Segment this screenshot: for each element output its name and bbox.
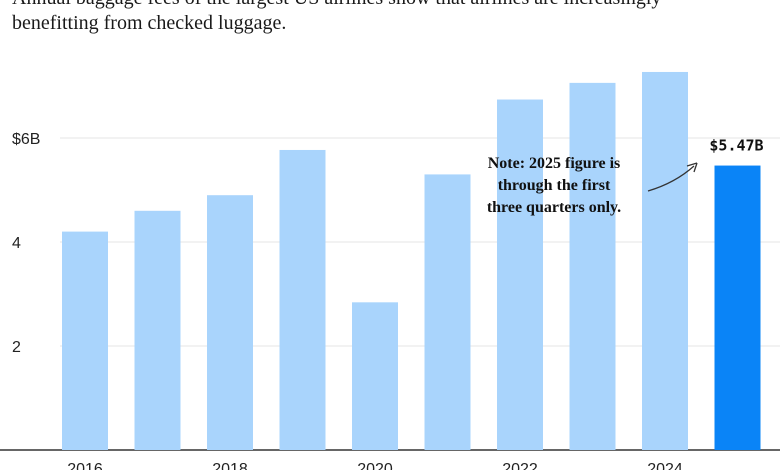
bar-2025	[714, 165, 761, 450]
annotation-line: Note: 2025 figure is	[488, 155, 621, 172]
annotation-line: through the first	[498, 177, 611, 194]
subtitle-line-2: benefitting from checked luggage.	[12, 12, 287, 34]
data-labels: $5.47B	[709, 137, 763, 155]
y-tick-label: $6B	[12, 131, 40, 148]
y-axis-ticks: 2 4 $6B	[12, 131, 40, 356]
bar-2021	[424, 174, 471, 450]
bar-2019	[279, 149, 326, 450]
bar-2024	[642, 71, 688, 451]
subtitle-line-1: Annual baggage fees of the largest US ai…	[12, 0, 772, 11]
bar-2020	[352, 302, 398, 450]
annotation-arrow	[647, 165, 695, 192]
bar-2023	[569, 82, 616, 450]
x-tick-label: 2016	[67, 461, 103, 470]
y-tick-label: 4	[12, 235, 21, 252]
annotation: Note: 2025 figure is through the first thr…	[487, 155, 698, 216]
chart-subtitle: Annual baggage fees of the largest US ai…	[12, 0, 772, 36]
x-tick-label: 2020	[357, 461, 393, 470]
bar-2016	[62, 231, 108, 450]
x-tick-label: 2018	[212, 461, 248, 470]
annotation-line: three quarters only.	[487, 199, 621, 216]
bar-2017	[134, 210, 181, 450]
bars	[62, 71, 761, 451]
x-tick-label: 2022	[502, 461, 538, 470]
bar-2022	[497, 99, 543, 451]
bar-2018	[207, 195, 253, 450]
x-tick-label: 2024	[647, 461, 683, 470]
x-axis-ticks: 2016 2018 2020 2022 2024	[67, 461, 683, 470]
data-label-2025: $5.47B	[709, 137, 763, 155]
y-tick-label: 2	[12, 339, 21, 356]
arrow-head-icon	[686, 162, 698, 173]
